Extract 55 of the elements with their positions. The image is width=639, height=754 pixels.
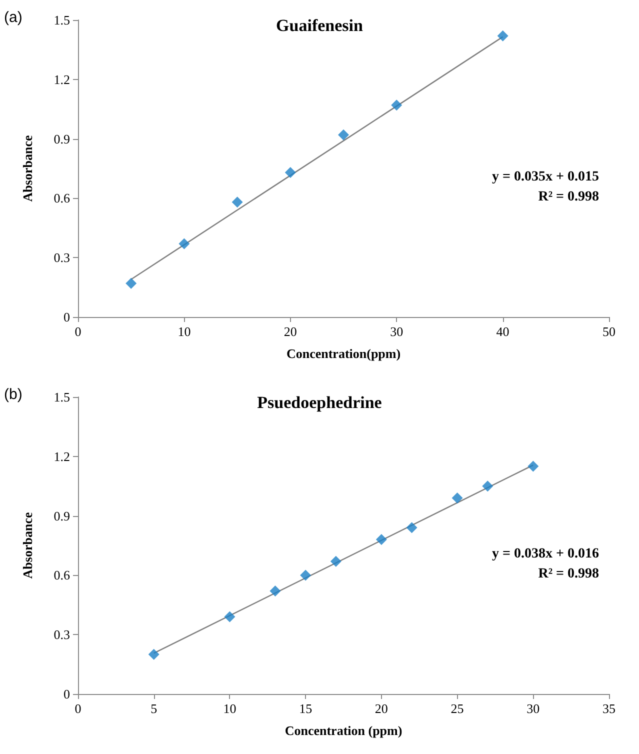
- chart-title: Guaifenesin: [276, 16, 364, 35]
- point: [232, 196, 243, 208]
- y-tick-label: 1.2: [54, 72, 70, 87]
- y-tick-label: 1.2: [54, 448, 70, 464]
- x-tick-label: 10: [178, 324, 191, 339]
- x-axis-title: Concentration (ppm): [284, 723, 402, 738]
- point: [452, 492, 463, 504]
- point: [376, 534, 387, 546]
- y-tick-label: 0.3: [54, 250, 70, 266]
- point: [284, 166, 296, 178]
- y-axis-title: Absorbance: [20, 135, 35, 202]
- y-tick-label: 1.5: [54, 12, 70, 28]
- annotation: R² = 0.998: [538, 566, 600, 582]
- point: [126, 278, 137, 289]
- y-tick-label: 0.9: [54, 508, 70, 524]
- point: [528, 460, 539, 472]
- annotation: R² = 0.998: [538, 190, 600, 204]
- y-tick-label: 0.9: [54, 131, 70, 146]
- point: [482, 480, 494, 492]
- text: (b): [4, 386, 22, 403]
- x-tick-label: 30: [390, 324, 404, 339]
- x-tick-label: 20: [374, 701, 388, 716]
- point: [224, 611, 236, 622]
- point: [338, 129, 349, 140]
- chart-title: Psuedoephedrine: [257, 393, 382, 412]
- x-tick-label: 30: [526, 701, 540, 716]
- x-tick-label: 20: [284, 324, 297, 339]
- point: [391, 100, 402, 111]
- point: [148, 648, 160, 660]
- y-tick-label: 0: [64, 686, 70, 702]
- point: [178, 238, 190, 250]
- x-tick-label: 40: [496, 324, 510, 339]
- x-tick-label: 35: [602, 701, 616, 716]
- x-tick-label: 10: [223, 701, 236, 716]
- x-tick-label: 25: [450, 701, 464, 716]
- point: [300, 570, 312, 581]
- text: (a): [4, 9, 22, 26]
- x-tick-label: 15: [299, 701, 312, 716]
- annotation: y = 0.038x + 0.016: [492, 546, 600, 562]
- x-tick-label: 0: [74, 701, 82, 716]
- point: [497, 30, 508, 42]
- x-tick-label: 5: [150, 701, 158, 716]
- y-tick-label: 0.6: [54, 190, 70, 206]
- y-tick-label: 1.5: [54, 390, 70, 404]
- x-tick-label: 50: [602, 324, 616, 339]
- point: [330, 556, 342, 567]
- y-tick-label: 0.6: [54, 568, 70, 583]
- x-tick-label: 0: [74, 324, 82, 339]
- point: [270, 586, 281, 597]
- x-axis-title: Concentration(ppm): [286, 346, 401, 361]
- y-tick-label: 0: [64, 310, 70, 324]
- y-axis-title: Absorbance: [20, 512, 35, 579]
- annotation: y = 0.035x + 0.015: [492, 170, 600, 184]
- y-tick-label: 0.3: [54, 627, 70, 642]
- point: [406, 522, 418, 534]
